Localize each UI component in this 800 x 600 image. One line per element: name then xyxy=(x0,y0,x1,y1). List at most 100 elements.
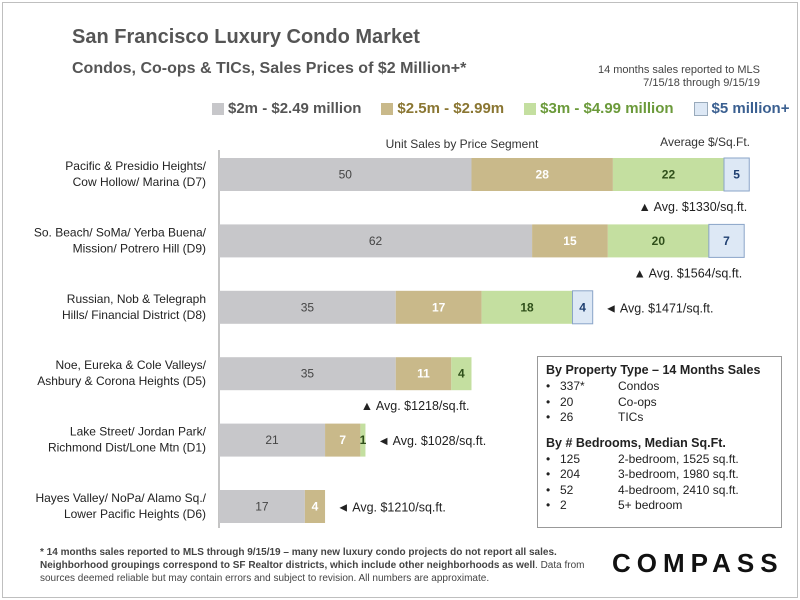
bullet: • xyxy=(546,410,551,424)
bar-value-label: 62 xyxy=(369,234,383,248)
category-label: Lower Pacific Heights (D6) xyxy=(64,507,206,521)
bar-segment xyxy=(708,223,745,258)
footnote-bold: * 14 months sales reported to MLS throug… xyxy=(40,547,557,571)
bar-value-label: 35 xyxy=(301,367,315,381)
property-type-row: • 20 Co-ops xyxy=(546,395,773,411)
avg-price-label: ▲ Avg. $1330/sq.ft. xyxy=(639,200,748,214)
bar-segment xyxy=(219,158,472,191)
bar-segment xyxy=(219,290,396,324)
bar-value-label: 4 xyxy=(458,367,465,381)
bedroom-row-count: 2 xyxy=(560,498,567,512)
info-box: By Property Type – 14 Months Sales • 337*… xyxy=(537,356,782,528)
bedroom-row-label: 5+ bedroom xyxy=(618,498,683,512)
bar-value-label: 11 xyxy=(417,367,430,381)
avg-price-label: ◄ Avg. $1028/sq.ft. xyxy=(377,434,486,448)
footnote-rest: . Data from sources deemed reliable but … xyxy=(40,560,585,584)
category-label: Hills/ Financial District (D8) xyxy=(62,308,206,322)
legend-label: $5 million+ xyxy=(711,100,790,117)
bedroom-row-count: 52 xyxy=(560,482,574,497)
category-label: So. Beach/ SoMa/ Yerba Buena/ xyxy=(34,225,207,239)
legend-swatch xyxy=(693,101,708,116)
info-box-title-bedrooms: By # Bedrooms, Median Sq.Ft. xyxy=(546,435,726,450)
bar-value-label: 21 xyxy=(265,433,279,447)
bar-value-label: 5 xyxy=(733,168,740,182)
bar-segment xyxy=(395,290,482,324)
legend-label: $3m - $4.99 million xyxy=(540,100,674,117)
bar-segment xyxy=(612,158,724,191)
category-label: Ashbury & Corona Heights (D5) xyxy=(37,374,206,388)
bar-segment xyxy=(304,490,326,523)
bullet: • xyxy=(546,451,551,466)
bullet: • xyxy=(546,394,551,409)
bedroom-row: • 125 2-bedroom, 1525 sq.ft. xyxy=(546,452,773,468)
bedroom-row-label: 4-bedroom, 2410 sq.ft. xyxy=(618,482,739,497)
bar-value-label: 1 xyxy=(360,433,367,447)
avg-price-label: ◄ Avg. $1471/sq.ft. xyxy=(605,301,714,315)
note-line-1: 14 months sales reported to MLS xyxy=(597,64,760,76)
bar-value-label: 4 xyxy=(312,500,319,514)
bar-segment xyxy=(481,290,573,324)
bar-segment xyxy=(607,224,709,258)
bedroom-row: • 52 4-bedroom, 2410 sq.ft. xyxy=(546,483,773,499)
bar-segment xyxy=(219,224,533,258)
bar-value-label: 22 xyxy=(662,168,676,182)
bedroom-row-label: 2-bedroom, 1525 sq.ft. xyxy=(618,451,739,466)
note-line-2: 7/15/18 through 9/15/19 xyxy=(643,77,760,89)
property-type-row-count: 337* xyxy=(560,379,585,393)
bar-segment xyxy=(219,423,326,457)
property-type-row-label: Co-ops xyxy=(618,394,657,409)
bedroom-row-count: 204 xyxy=(560,467,581,481)
bullet: • xyxy=(546,482,551,497)
avg-header: Average $/Sq.Ft. xyxy=(660,135,750,149)
legend-item-5m: $5 million+ xyxy=(693,100,790,117)
bullet: • xyxy=(546,467,551,481)
property-type-row-count: 26 xyxy=(560,410,574,424)
footnote: * 14 months sales reported to MLS throug… xyxy=(40,546,600,585)
category-label: Lake Street/ Jordan Park/ xyxy=(70,425,207,439)
info-box-title-type: By Property Type – 14 Months Sales xyxy=(546,363,761,377)
category-label: Noe, Eureka & Cole Valleys/ xyxy=(55,358,206,372)
avg-price-label: ▲ Avg. $1564/sq.ft. xyxy=(633,266,742,280)
bar-value-label: 7 xyxy=(339,433,346,447)
bar-segment xyxy=(471,158,613,191)
bar-value-label: 7 xyxy=(723,234,730,248)
property-type-row-count: 20 xyxy=(560,394,574,409)
chart-subtitle: Condos, Co-ops & TICs, Sales Prices of $… xyxy=(72,60,467,77)
property-type-row-label: TICs xyxy=(618,410,644,424)
bar-segment xyxy=(572,290,594,325)
property-type-row: • 337* Condos xyxy=(546,379,773,395)
legend-label: $2.5m - $2.99m xyxy=(397,100,505,117)
bar-value-label: 20 xyxy=(652,234,666,248)
bar-segment xyxy=(395,357,452,391)
property-type-row-label: Condos xyxy=(618,379,660,393)
legend-item-2-5m: $2.5m - $2.99m xyxy=(381,100,504,117)
bar-value-label: 15 xyxy=(563,234,577,248)
bar-segment xyxy=(360,423,366,457)
category-label: Mission/ Potrero Hill (D9) xyxy=(73,241,206,255)
category-label: Richmond Dist/Lone Mtn (D1) xyxy=(48,441,206,455)
bedroom-row: • 204 3-bedroom, 1980 sq.ft. xyxy=(546,467,773,483)
legend-label: $2m - $2.49 million xyxy=(228,100,362,117)
legend-swatch xyxy=(524,102,537,115)
avg-price-label: ◄ Avg. $1210/sq.ft. xyxy=(337,501,446,515)
bar-value-label: 18 xyxy=(520,300,534,314)
bedroom-row-label: 3-bedroom, 1980 sq.ft. xyxy=(618,467,739,481)
legend-item-2m: $2m - $2.49 million xyxy=(212,100,361,117)
bullet: • xyxy=(546,379,551,393)
category-label: Pacific & Presidio Heights/ xyxy=(65,159,206,173)
avg-price-label: ▲ Avg. $1218/sq.ft. xyxy=(361,399,470,413)
bar-segment xyxy=(219,357,396,391)
bar-value-label: 4 xyxy=(579,300,586,314)
category-label: Cow Hollow/ Marina (D7) xyxy=(73,175,206,189)
category-label: Russian, Nob & Telegraph xyxy=(67,292,206,306)
category-label: Hayes Valley/ NoPa/ Alamo Sq./ xyxy=(35,491,206,505)
bar-segment xyxy=(451,357,472,391)
chart-title: San Francisco Luxury Condo Market xyxy=(72,26,420,48)
bar-value-label: 17 xyxy=(255,500,269,514)
bar-value-label: 35 xyxy=(301,300,315,314)
bedroom-row: • 2 5+ bedroom xyxy=(546,498,773,514)
compass-logo: COMPASS xyxy=(612,548,784,578)
legend-swatch xyxy=(212,102,224,115)
